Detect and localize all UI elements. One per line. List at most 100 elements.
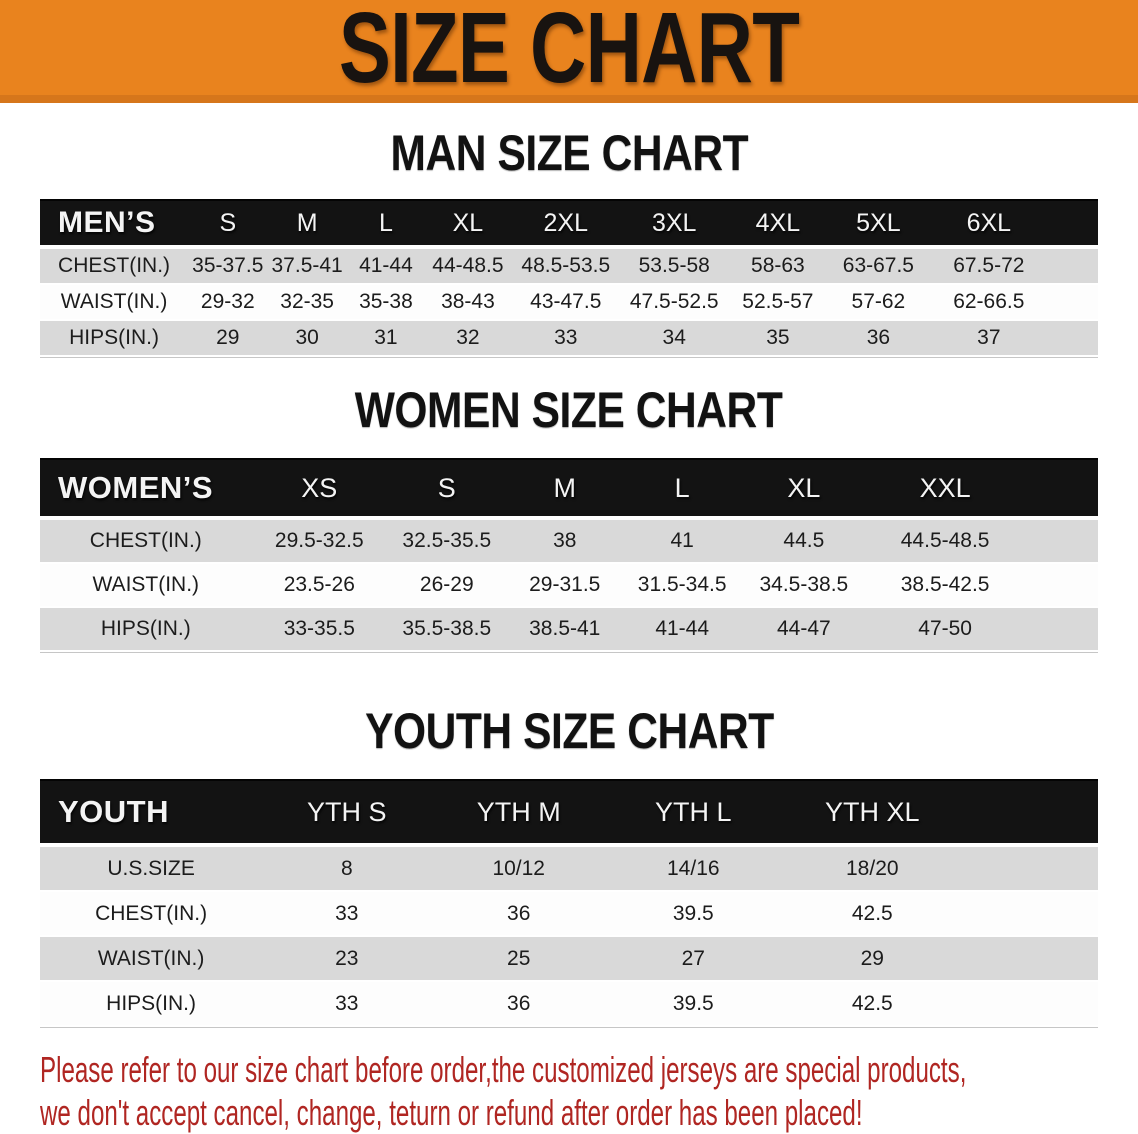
table-row: HIPS(IN.) 29 30 31 32 33 34 35 36 37	[40, 321, 1098, 357]
size-value: 25	[431, 937, 606, 982]
youth-header-row: YOUTH YTH S YTH M YTH L YTH XL	[40, 779, 1098, 847]
women-heading-text: WOMEN SIZE CHART	[355, 382, 783, 438]
table-row: CHEST(IN.) 33 36 39.5 42.5	[40, 892, 1098, 937]
disclaimer: Please refer to our size chart before or…	[40, 1048, 1138, 1134]
disclaimer-line: Please refer to our size chart before or…	[40, 1049, 967, 1090]
column-header: XL	[425, 199, 511, 249]
men-section-heading: MAN SIZE CHART	[0, 127, 1138, 179]
men-size-table: MEN’S S M L XL 2XL 3XL 4XL 5XL 6XL CHEST…	[40, 199, 1098, 358]
size-value: 63-67.5	[828, 249, 929, 285]
column-header: S	[188, 199, 268, 249]
size-value: 37	[928, 321, 1098, 357]
column-header: M	[267, 199, 347, 249]
size-value: 35-37.5	[188, 249, 268, 285]
size-value: 44.5-48.5	[866, 520, 1098, 564]
column-header: 4XL	[727, 199, 829, 249]
size-value: 44-48.5	[425, 249, 511, 285]
size-value: 43-47.5	[510, 285, 621, 321]
size-value: 35-38	[346, 285, 426, 321]
size-value: 34	[620, 321, 728, 357]
column-header: 2XL	[510, 199, 621, 249]
size-value: 38-43	[425, 285, 511, 321]
size-value: 36	[828, 321, 929, 357]
size-value: 32	[425, 321, 511, 357]
row-label: HIPS(IN.)	[40, 608, 252, 652]
size-value: 39.5	[606, 982, 781, 1027]
size-value: 44.5	[741, 520, 867, 564]
row-label: CHEST(IN.)	[40, 892, 263, 937]
size-value: 10/12	[431, 847, 606, 892]
column-header: 5XL	[828, 199, 929, 249]
banner-title: SIZE CHART	[338, 0, 800, 104]
table-corner-label: YOUTH	[40, 779, 263, 847]
size-value: 18/20	[780, 847, 1098, 892]
size-value: 34.5-38.5	[741, 564, 867, 608]
banner: SIZE CHART	[0, 0, 1138, 103]
size-value: 36	[431, 982, 606, 1027]
column-header: XL	[741, 458, 867, 520]
row-label: CHEST(IN.)	[40, 520, 252, 564]
youth-section: YOUTH SIZE CHART YOUTH YTH S YTH M YTH L…	[0, 705, 1138, 1028]
size-value: 31.5-34.5	[622, 564, 742, 608]
column-header: L	[622, 458, 742, 520]
women-section: WOMEN SIZE CHART WOMEN’S XS S M L XL XXL	[0, 384, 1138, 653]
size-value: 62-66.5	[928, 285, 1098, 321]
women-section-heading: WOMEN SIZE CHART	[0, 384, 1138, 436]
column-header: YTH M	[431, 779, 606, 847]
size-value: 33	[262, 982, 432, 1027]
row-label: WAIST(IN.)	[40, 937, 263, 982]
size-value: 47.5-52.5	[620, 285, 728, 321]
size-value: 33	[262, 892, 432, 937]
table-row: WAIST(IN.) 23 25 27 29	[40, 937, 1098, 982]
size-value: 35.5-38.5	[387, 608, 507, 652]
size-value: 23.5-26	[251, 564, 388, 608]
size-value: 48.5-53.5	[510, 249, 621, 285]
size-value: 32-35	[267, 285, 347, 321]
women-size-table: WOMEN’S XS S M L XL XXL CHEST(IN.) 29.5-…	[40, 458, 1098, 653]
size-value: 38	[506, 520, 623, 564]
women-header-row: WOMEN’S XS S M L XL XXL	[40, 458, 1098, 520]
row-label: U.S.SIZE	[40, 847, 263, 892]
youth-heading-text: YOUTH SIZE CHART	[364, 703, 774, 759]
column-header: YTH S	[262, 779, 432, 847]
row-label: HIPS(IN.)	[40, 321, 189, 357]
table-row: WAIST(IN.) 23.5-26 26-29 29-31.5 31.5-34…	[40, 564, 1098, 608]
size-value: 29	[188, 321, 268, 357]
size-value: 47-50	[866, 608, 1098, 652]
table-row: U.S.SIZE 8 10/12 14/16 18/20	[40, 847, 1098, 892]
size-value: 41-44	[346, 249, 426, 285]
row-label: WAIST(IN.)	[40, 285, 189, 321]
size-value: 41	[622, 520, 742, 564]
size-value: 32.5-35.5	[387, 520, 507, 564]
table-row: HIPS(IN.) 33-35.5 35.5-38.5 38.5-41 41-4…	[40, 608, 1098, 652]
column-header: M	[506, 458, 623, 520]
table-row: WAIST(IN.) 29-32 32-35 35-38 38-43 43-47…	[40, 285, 1098, 321]
column-header: 3XL	[620, 199, 728, 249]
table-corner-label: WOMEN’S	[40, 458, 252, 520]
row-label: CHEST(IN.)	[40, 249, 189, 285]
size-value: 35	[727, 321, 829, 357]
size-value: 53.5-58	[620, 249, 728, 285]
size-value: 38.5-42.5	[866, 564, 1098, 608]
row-label: HIPS(IN.)	[40, 982, 263, 1027]
size-value: 31	[346, 321, 426, 357]
column-header: L	[346, 199, 426, 249]
column-header: YTH L	[606, 779, 781, 847]
size-value: 37.5-41	[267, 249, 347, 285]
men-header-row: MEN’S S M L XL 2XL 3XL 4XL 5XL 6XL	[40, 199, 1098, 249]
men-section: MAN SIZE CHART MEN’S S M L XL 2XL 3XL 4X…	[0, 127, 1138, 358]
size-value: 29.5-32.5	[251, 520, 388, 564]
size-value: 27	[606, 937, 781, 982]
youth-section-heading: YOUTH SIZE CHART	[0, 705, 1138, 757]
men-heading-text: MAN SIZE CHART	[390, 125, 748, 181]
size-value: 29	[780, 937, 1098, 982]
youth-size-table: YOUTH YTH S YTH M YTH L YTH XL U.S.SIZE …	[40, 779, 1098, 1028]
size-value: 52.5-57	[727, 285, 829, 321]
size-value: 58-63	[727, 249, 829, 285]
size-value: 26-29	[387, 564, 507, 608]
column-header: S	[387, 458, 507, 520]
column-header: 6XL	[928, 199, 1098, 249]
column-header: XXL	[866, 458, 1098, 520]
table-row: CHEST(IN.) 29.5-32.5 32.5-35.5 38 41 44.…	[40, 520, 1098, 564]
